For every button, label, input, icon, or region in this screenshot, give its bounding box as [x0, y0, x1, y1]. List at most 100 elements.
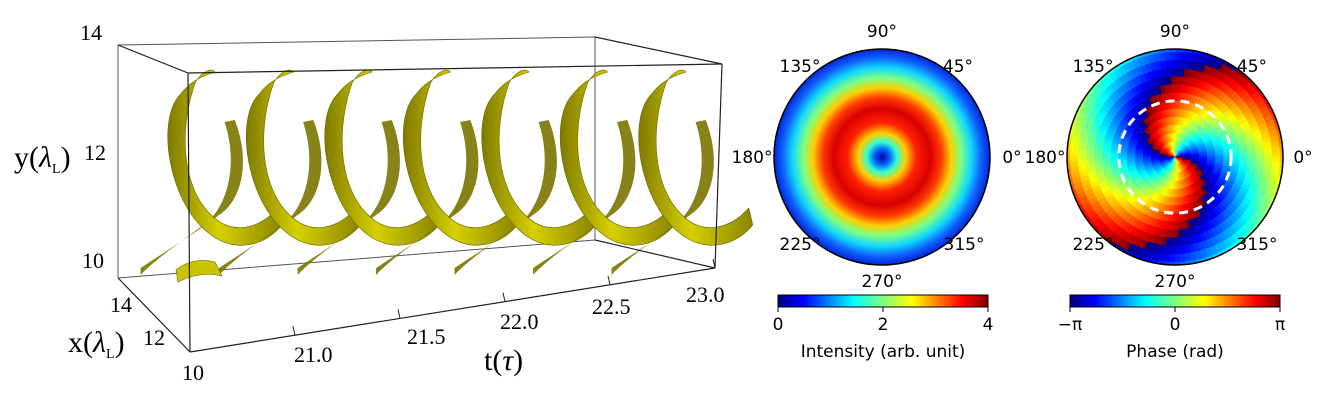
phase-cell — [1180, 49, 1188, 53]
colorbar-tick-label: π — [1275, 315, 1285, 335]
box-edge — [117, 277, 191, 353]
helix-front-strand — [560, 69, 675, 246]
box-edge — [187, 63, 723, 74]
phase-cell — [1165, 237, 1172, 247]
angle-label-45: 45° — [943, 57, 973, 77]
box-edge — [117, 44, 189, 74]
t-tick-label: 21.5 — [407, 324, 446, 349]
phase-cell — [1101, 152, 1111, 158]
colorbar-tick-label: 4 — [983, 315, 994, 335]
phase-cell — [1174, 253, 1181, 263]
phase-cell — [1179, 51, 1187, 61]
phase-cell — [1178, 67, 1185, 77]
phase-cell — [1174, 51, 1181, 61]
phase-cell — [1255, 156, 1265, 162]
angle-label-45: 45° — [1237, 57, 1267, 77]
helix-back-strand — [140, 120, 243, 275]
phase-cell — [1190, 156, 1200, 159]
x-tick-label: 12 — [143, 325, 165, 350]
phase-cell — [1169, 253, 1176, 263]
colorbar-label: Intensity (arb. unit) — [801, 342, 966, 362]
phase-cell — [1174, 245, 1181, 255]
helix-tail — [175, 260, 223, 283]
intensity-disk — [773, 48, 991, 266]
box-edge — [189, 267, 716, 353]
phase-cell — [1247, 160, 1257, 166]
phase-cell — [1231, 156, 1241, 161]
colorbar-tick-label: 2 — [878, 315, 889, 335]
angle-label-225: 225° — [1073, 235, 1114, 255]
phase-cell — [1174, 67, 1180, 77]
box-edge — [714, 63, 723, 269]
y-axis-label: y(λL) — [14, 141, 71, 177]
helix-back-strand — [611, 120, 714, 275]
phase-cell — [1247, 156, 1257, 162]
phase-cell — [1174, 237, 1180, 247]
colorbar-tick-label: 0 — [773, 315, 784, 335]
phase-cell — [1174, 91, 1179, 101]
phase-cell — [1174, 83, 1180, 93]
phase-cell — [1170, 221, 1176, 231]
helix-front-strand — [403, 69, 518, 246]
angle-label-135: 135° — [780, 57, 821, 77]
phase-cell — [1067, 138, 1072, 147]
phase-cell — [1174, 116, 1178, 125]
phase-cell — [1117, 153, 1127, 158]
phase-cell — [1168, 49, 1176, 53]
phase-cell — [1169, 51, 1176, 61]
phase-cell — [1093, 148, 1103, 154]
phase-cell — [1279, 162, 1283, 170]
colorbar-tick-label: −π — [1058, 315, 1082, 335]
phase-cell — [1279, 156, 1283, 164]
helix-back-strand — [297, 120, 400, 275]
phase-cell — [1069, 151, 1079, 158]
angle-label-135: 135° — [1073, 57, 1114, 77]
t-tick-mark — [712, 258, 716, 269]
phase-cell — [1170, 229, 1176, 239]
colorbar-tick-label: 0 — [1170, 315, 1181, 335]
angle-label-0: 0° — [1293, 148, 1312, 168]
t-axis-label: t(τ) — [484, 344, 523, 377]
plot-box-front-edges — [117, 36, 723, 353]
colorbar-label: Phase (rad) — [1126, 342, 1224, 362]
helix-back-strand — [454, 120, 557, 275]
phase-cell — [1174, 108, 1178, 117]
intensity-polar-plot: 90° 45° 135° 180° 0° 225° 315° 270° 0 2 … — [732, 22, 1022, 362]
box-edge — [187, 72, 191, 353]
t-tick-label: 22.0 — [500, 309, 539, 334]
x-tick-label: 10 — [182, 360, 204, 385]
phase-cell — [1179, 59, 1186, 69]
phase-cell — [1169, 59, 1176, 69]
t-tick-label: 23.0 — [686, 282, 725, 307]
phase-cell — [1215, 156, 1224, 160]
t-tick-mark — [397, 309, 401, 319]
phase-polar-plot: 90° 45° 135° 180° 0° 225° 315° 270° −π 0… — [1025, 22, 1313, 362]
phase-cell — [1263, 151, 1273, 158]
phase-cell — [1163, 253, 1171, 263]
phase-cell — [1172, 189, 1176, 198]
phase-cell — [1255, 160, 1265, 167]
phase-colorbar — [1069, 294, 1281, 308]
phase-cell — [1271, 161, 1281, 169]
phase-cell — [1134, 154, 1143, 158]
angle-label-270: 270° — [1155, 272, 1196, 292]
phase-cell — [1207, 156, 1216, 160]
helix-back-strand — [533, 120, 636, 275]
phase-cell — [1263, 156, 1273, 163]
phase-cell — [1239, 156, 1249, 162]
phase-cell — [1255, 152, 1265, 158]
helix-front-strand — [246, 69, 361, 246]
angle-label-315: 315° — [1237, 235, 1278, 255]
phase-cell — [1172, 197, 1176, 206]
helix-front-strand — [481, 69, 597, 246]
helix-isosurface — [140, 69, 754, 283]
t-tick-mark — [607, 275, 611, 285]
phase-cell — [1085, 147, 1095, 154]
x-axis-label: x(λL) — [68, 326, 125, 362]
phase-cell — [1109, 153, 1119, 158]
angle-label-270: 270° — [862, 272, 903, 292]
phase-cell — [1271, 151, 1281, 158]
phase-cell — [1182, 156, 1192, 159]
t-tick-label: 22.5 — [592, 294, 631, 319]
